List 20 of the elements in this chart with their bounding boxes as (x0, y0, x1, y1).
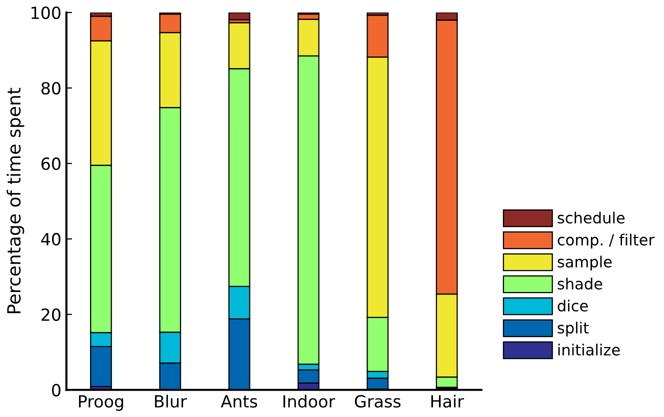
y-tick-label: 20 (42, 308, 60, 321)
y-axis-title: Percentage of time spent (6, 88, 24, 314)
legend-label: split (558, 322, 589, 337)
legend-label: initialize (558, 344, 620, 356)
y-tick-label: 60 (41, 157, 60, 170)
x-tick-label: Hair (431, 394, 464, 408)
x-tick-label: Proog (79, 395, 124, 411)
x-tick-label: Ants (220, 395, 258, 408)
y-tick-label: 0 (52, 384, 60, 396)
x-tick-label: Grass (354, 395, 401, 408)
legend-label: shade (558, 278, 602, 290)
y-tick-label: 40 (41, 232, 60, 246)
x-tick-label: Blur (155, 394, 187, 408)
legend-label: comp. / filter (558, 234, 655, 249)
legend-label: sample (558, 256, 612, 271)
y-tick-label: 100 (32, 6, 60, 20)
legend-label: dice (558, 300, 588, 312)
legend-label: schedule (558, 212, 625, 224)
y-tick-label: 80 (41, 82, 60, 95)
x-tick-label: Indoor (283, 394, 336, 408)
